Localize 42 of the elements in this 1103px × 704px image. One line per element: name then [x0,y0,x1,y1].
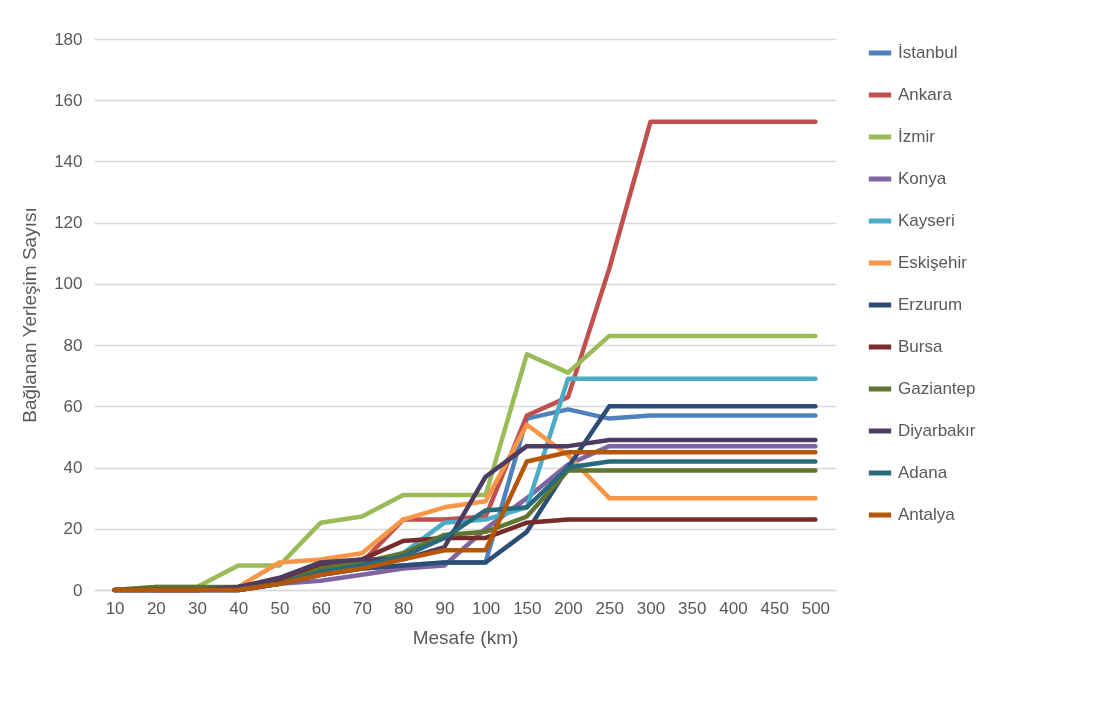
legend-label: Eskişehir [898,253,968,272]
legend-label: Ankara [898,85,953,104]
legend-label: Konya [898,169,947,188]
y-tick-label: 120 [54,213,83,233]
legend-label: Gaziantep [898,379,976,398]
x-tick-label: 50 [270,598,290,618]
legend-label: Diyarbakır [898,421,976,440]
x-axis-title: Mesafe (km) [412,626,519,648]
x-tick-label: 300 [636,598,666,618]
legend-label: Erzurum [898,295,963,314]
legend-label: Bursa [898,337,943,356]
legend-label: Adana [898,463,948,482]
x-tick-label: 60 [311,598,331,618]
y-axis-title: Bağlanan Yerleşim Sayısı [19,207,41,423]
x-tick-label: 10 [105,598,125,618]
x-tick-label: 40 [229,598,249,618]
x-tick-label: 500 [801,598,831,618]
y-tick-label: 140 [54,151,83,171]
x-tick-label: 250 [595,598,624,618]
x-tick-label: 90 [435,598,455,618]
legend-label: Kayseri [898,211,955,230]
x-tick-label: 450 [760,598,789,618]
x-tick-label: 150 [513,598,542,618]
x-tick-label: 350 [678,598,707,618]
y-tick-label: 60 [63,396,83,416]
x-tick-label: 20 [146,598,166,618]
x-tick-label: 100 [471,598,501,618]
x-tick-label: 400 [719,598,748,618]
y-tick-label: 0 [73,580,83,600]
x-tick-label: 30 [188,598,208,618]
legend-label: İstanbul [898,43,958,62]
y-tick-label: 20 [63,519,83,539]
x-tick-label: 80 [394,598,414,618]
legend-label: İzmir [898,127,936,146]
y-tick-label: 80 [63,335,83,355]
y-tick-label: 40 [63,458,83,478]
y-tick-label: 180 [54,29,83,49]
legend-label: Antalya [898,505,956,524]
x-tick-label: 70 [352,598,372,618]
y-tick-label: 100 [54,274,83,294]
x-tick-label: 200 [554,598,583,618]
y-tick-label: 160 [54,90,83,110]
